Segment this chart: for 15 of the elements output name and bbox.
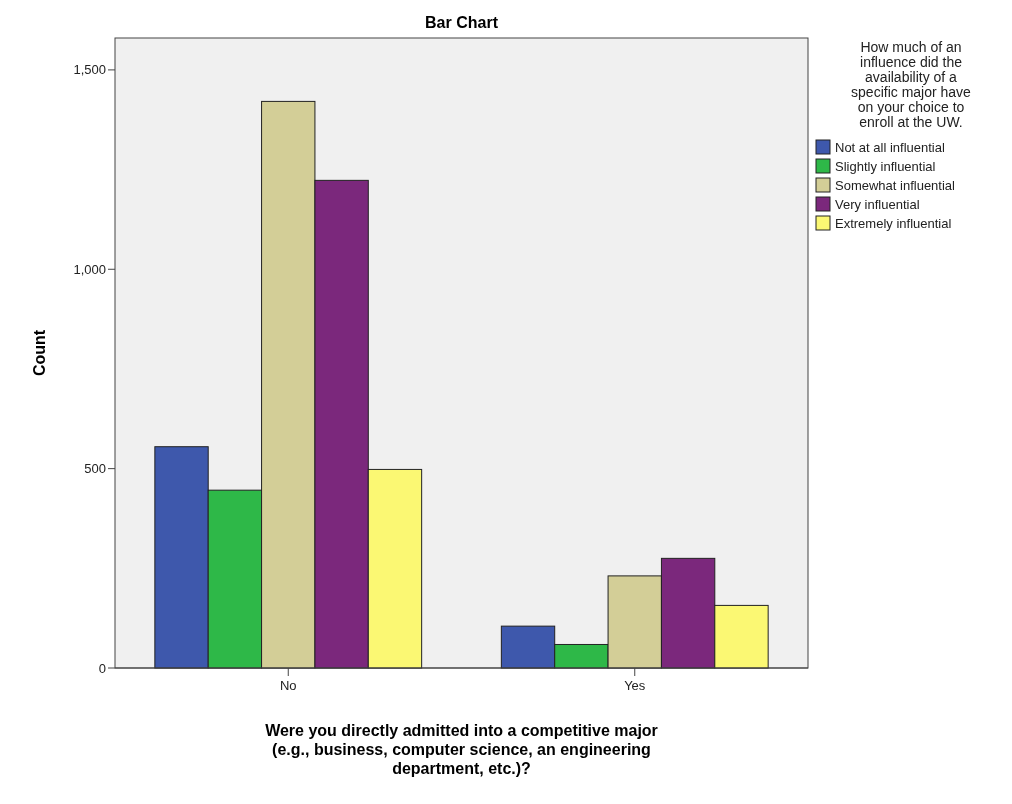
legend-label: Not at all influential xyxy=(835,139,945,155)
legend-label: Slightly influential xyxy=(835,158,936,174)
legend-label: Extremely influential xyxy=(835,215,952,231)
legend-title: How much of an influence did the availability of a specific major have on your choice to enroll at the UW. xyxy=(851,39,972,130)
x-tick-label: No xyxy=(279,678,297,693)
y-tick-label: 1,500 xyxy=(73,62,106,78)
x-axis-title: Were you directly admitted into a competitive major (e.g., business, computer science, an engineering department, etc.)? xyxy=(265,722,658,777)
y-tick-label: 0 xyxy=(98,660,106,676)
legend-label: Somewhat influential xyxy=(835,177,956,193)
y-tick-label: 500 xyxy=(84,461,106,477)
legend-label: Very influential xyxy=(835,196,920,212)
y-tick-label: 1,000 xyxy=(73,261,106,277)
y-axis-title: Count xyxy=(31,329,48,377)
x-tick-label: Yes xyxy=(624,678,646,693)
chart-title: Bar Chart xyxy=(425,14,499,31)
